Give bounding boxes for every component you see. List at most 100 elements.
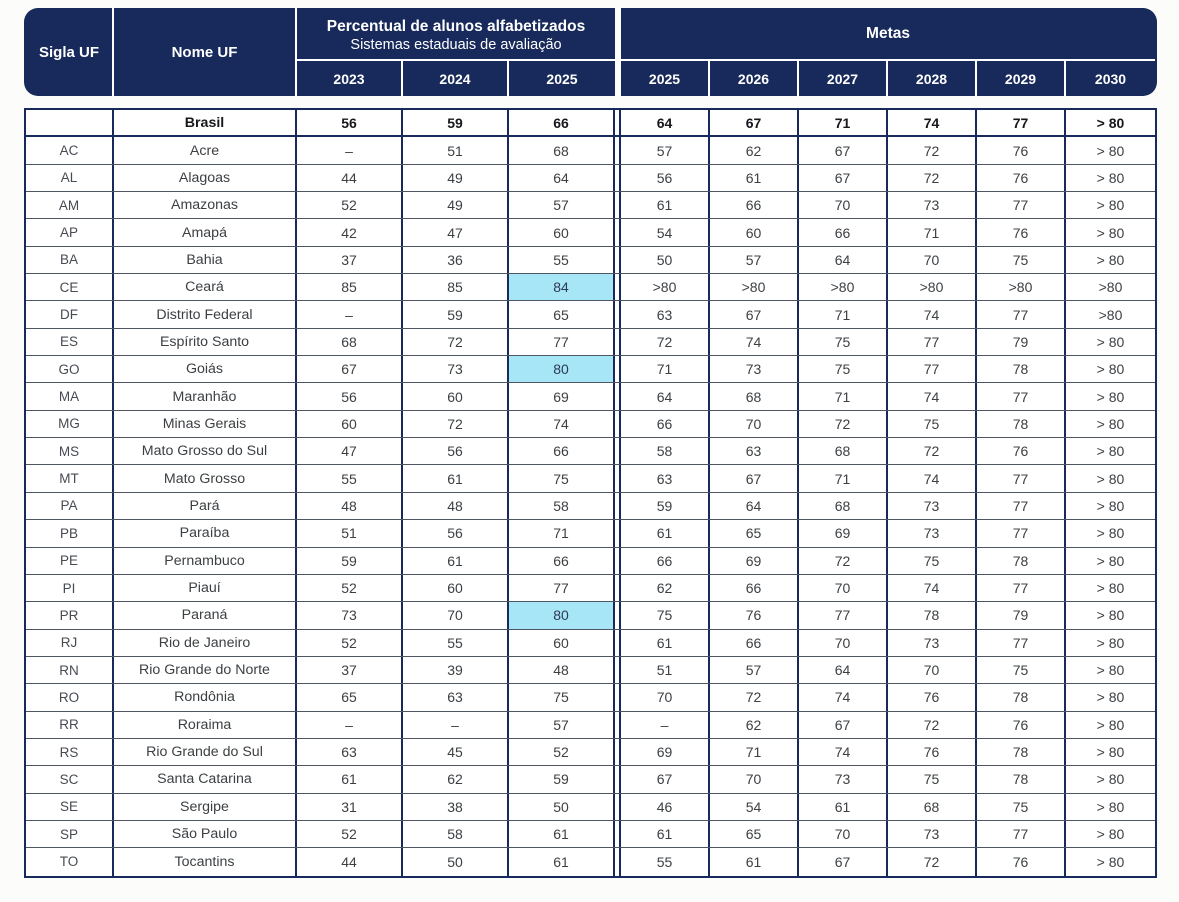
group-divider-cell <box>615 492 621 520</box>
cell-value: 78 <box>888 602 977 629</box>
cell-sigla: AL <box>26 164 114 192</box>
metas-year-2025: 2025 <box>621 61 710 96</box>
cell-value: 64 <box>710 492 799 520</box>
cell-value: 67 <box>799 137 888 164</box>
cell-value: 60 <box>509 629 615 656</box>
table-row: AL Alagoas 44 49 64 56 61 67 72 76 > 80 <box>26 164 1155 193</box>
cell-value: 55 <box>403 629 509 656</box>
group-divider-cell <box>615 848 621 876</box>
cell-value: >80 <box>1098 279 1123 296</box>
cell-value: 78 <box>977 547 1066 574</box>
cell-nome: Espírito Santo <box>114 328 297 356</box>
cell-value: 52 <box>297 629 403 656</box>
cell-value: > 80 <box>1096 689 1125 706</box>
cell-value: 73 <box>297 602 403 629</box>
cell-value: > 80 <box>1096 798 1125 815</box>
cell-value: 37 <box>297 246 403 274</box>
cell-value: 64 <box>621 110 710 136</box>
table-row: MT Mato Grosso 55 61 75 63 67 71 74 77 > 80 <box>26 465 1155 493</box>
table-row: PE Pernambuco 59 61 66 66 69 72 75 78 > 80 <box>26 547 1155 575</box>
cell-value: 42 <box>297 219 403 246</box>
cell-value: > 80 <box>1096 744 1125 761</box>
cell-nome: Paraíba <box>114 520 297 547</box>
cell-value: 55 <box>297 465 403 492</box>
cell-value: 57 <box>710 656 799 684</box>
cell-value: 56 <box>621 164 710 192</box>
cell-nome: Roraima <box>114 711 297 738</box>
cell-value: 77 <box>888 328 977 356</box>
cell-value: 76 <box>977 219 1066 246</box>
cell-value: 56 <box>403 438 509 465</box>
table-row: PI Piauí 52 60 77 62 66 70 74 77 > 80 <box>26 574 1155 603</box>
cell-value: 68 <box>799 438 888 465</box>
table-row: RO Rondônia 65 63 75 70 72 74 76 78 > 80 <box>26 684 1155 712</box>
cell-value: 77 <box>977 820 1066 848</box>
cell-value: 64 <box>509 164 615 192</box>
group-divider-cell <box>615 465 621 492</box>
table-row: MS Mato Grosso do Sul 47 56 66 58 63 68 72 76 > 80 <box>26 438 1155 466</box>
group-divider-cell <box>615 110 621 136</box>
cell-value: – <box>621 711 710 738</box>
cell-value: 78 <box>977 684 1066 711</box>
aval-year-2023: 2023 <box>297 61 403 96</box>
cell-value: 64 <box>799 246 888 274</box>
cell-value: 69 <box>509 383 615 410</box>
cell-sigla: PE <box>26 547 114 574</box>
cell-value: 79 <box>977 328 1066 356</box>
cell-value: > 80 <box>1096 197 1125 214</box>
cell-value: 56 <box>403 520 509 547</box>
cell-value: 57 <box>509 711 615 738</box>
metas-year-2028: 2028 <box>888 61 977 96</box>
cell-value: 75 <box>509 684 615 711</box>
cell-nome: Maranhão <box>114 383 297 410</box>
table-row: ES Espírito Santo 68 72 77 72 74 75 77 79 > 80 <box>26 328 1155 357</box>
cell-value: 72 <box>799 547 888 574</box>
cell-value: 69 <box>621 738 710 766</box>
cell-value: 51 <box>403 137 509 164</box>
group-divider-cell <box>615 246 621 274</box>
cell-value: 60 <box>403 574 509 602</box>
table-row: SE Sergipe 31 38 50 46 54 61 68 75 > 80 <box>26 793 1155 821</box>
cell-value: > 80 <box>1096 415 1125 432</box>
cell-value: 74 <box>710 328 799 356</box>
cell-value: – <box>403 711 509 738</box>
highlighted-cell: 80 <box>509 356 615 383</box>
cell-nome: Distrito Federal <box>114 301 297 328</box>
cell-value: 71 <box>509 520 615 547</box>
group-divider-cell <box>615 520 621 547</box>
cell-value: 60 <box>710 219 799 246</box>
cell-value: 55 <box>509 246 615 274</box>
cell-value: 78 <box>977 410 1066 438</box>
table-row: AC Acre –51 68 57 62 67 72 76 > 80 <box>26 137 1155 165</box>
cell-value: 66 <box>710 574 799 602</box>
cell-value: 78 <box>977 738 1066 766</box>
group-divider-cell <box>615 793 621 820</box>
cell-sigla: AM <box>26 192 114 219</box>
group-divider-cell <box>615 820 621 848</box>
cell-value: 72 <box>888 137 977 164</box>
cell-nome: Pará <box>114 492 297 520</box>
cell-nome: Santa Catarina <box>114 766 297 793</box>
cell-nome: Brasil <box>114 110 297 136</box>
cell-sigla: SC <box>26 766 114 793</box>
cell-value: 65 <box>509 301 615 328</box>
cell-nome: Mato Grosso <box>114 465 297 492</box>
cell-value: 72 <box>403 328 509 356</box>
cell-value: 59 <box>403 110 509 136</box>
cell-sigla: MT <box>26 465 114 492</box>
cell-value: 71 <box>799 301 888 328</box>
cell-value: 61 <box>621 192 710 219</box>
cell-value: 76 <box>977 137 1066 164</box>
cell-value: > 80 <box>1096 224 1125 241</box>
group-divider-cell <box>615 766 621 793</box>
table-row: TO Tocantins 44 50 61 55 61 67 72 76 > 80 <box>26 848 1155 876</box>
cell-value: 62 <box>403 766 509 793</box>
cell-value: 46 <box>621 793 710 820</box>
cell-value: 48 <box>403 492 509 520</box>
cell-value: 73 <box>799 766 888 793</box>
cell-value: 70 <box>799 574 888 602</box>
cell-value: 71 <box>799 465 888 492</box>
cell-value: 74 <box>509 410 615 438</box>
cell-sigla: RS <box>26 738 114 766</box>
cell-value: 65 <box>710 820 799 848</box>
